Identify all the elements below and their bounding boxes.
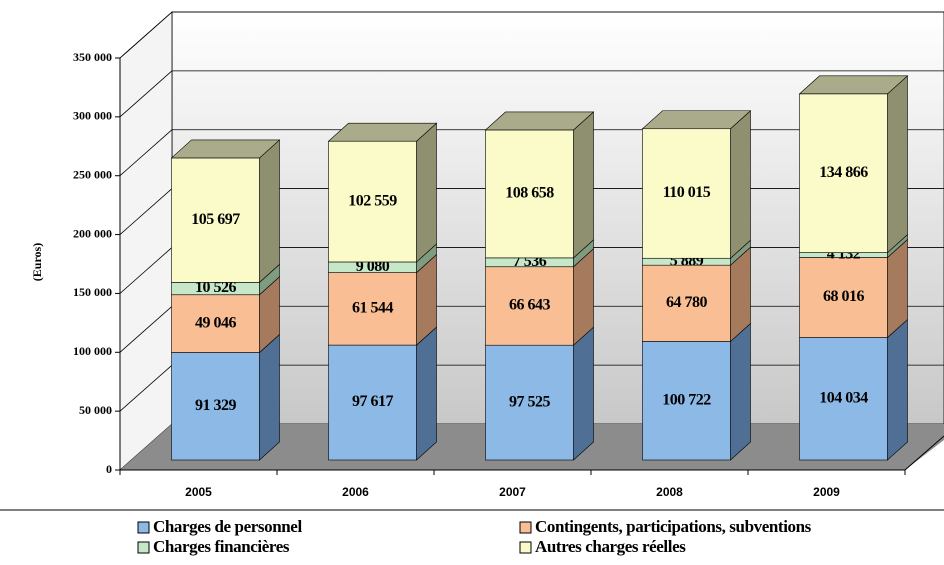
- bar-side: [416, 122, 437, 263]
- bar-segment: [485, 129, 574, 259]
- value-label: 110 015: [663, 184, 711, 201]
- bar-segment: [328, 344, 417, 461]
- y-tick-label: 250 000: [73, 167, 112, 181]
- grid-line: [119, 129, 173, 177]
- value-label: 10 526: [195, 279, 237, 296]
- value-label: 64 780: [666, 294, 708, 311]
- value-label: 104 034: [819, 389, 868, 406]
- legend-label: Autres charges réelles: [535, 537, 686, 556]
- x-tick-label: 2005: [185, 485, 212, 499]
- bar-top: [327, 122, 438, 142]
- grid-line: [119, 364, 173, 412]
- y-tick-label: 150 000: [73, 285, 112, 299]
- bar-segment: [485, 344, 574, 461]
- grid-line: [119, 70, 173, 118]
- value-label: 100 722: [662, 391, 711, 408]
- bar-segment: [799, 257, 888, 338]
- bar-segment: [799, 93, 888, 253]
- bar-side: [259, 333, 280, 461]
- y-tick-label: 200 000: [73, 226, 112, 240]
- x-tick-label: 2009: [813, 485, 840, 499]
- grid-line: [119, 247, 173, 294]
- bar-segment: [642, 128, 731, 259]
- value-label: 134 866: [819, 164, 868, 181]
- y-tick-label: 100 000: [73, 344, 112, 358]
- legend-label: Charges financières: [153, 537, 290, 556]
- y-axis-label: (Euros): [30, 243, 44, 281]
- grid-line: [119, 305, 173, 353]
- bar-segment: [328, 272, 417, 346]
- legend-swatch: [137, 521, 150, 534]
- value-label: 49 046: [195, 314, 237, 331]
- y-tick-label: 50 000: [79, 403, 112, 417]
- y-tick-label: 300 000: [73, 109, 112, 123]
- bar-segment: [485, 266, 574, 346]
- bar-top: [798, 75, 909, 95]
- x-tick-label: 2006: [342, 485, 369, 499]
- legend-label: Contingents, participations, subventions: [535, 517, 812, 536]
- y-tick-label: 350 000: [73, 50, 112, 64]
- bar-segment: [642, 341, 731, 461]
- grid-line: [119, 188, 173, 235]
- value-label: 68 016: [823, 288, 865, 305]
- bar-segment: [328, 140, 417, 263]
- value-label: 97 525: [509, 393, 551, 410]
- bar-segment: [799, 337, 888, 461]
- x-axis-depth: [904, 435, 944, 471]
- bar-side: [730, 322, 751, 461]
- bar-side: [573, 326, 594, 461]
- grid-line: [119, 11, 173, 59]
- value-label: 108 658: [505, 185, 554, 202]
- legend-swatch: [519, 541, 532, 554]
- bar-side: [887, 318, 908, 461]
- value-label: 102 559: [348, 192, 397, 209]
- bar-side: [416, 326, 437, 461]
- side-wall: [119, 11, 173, 471]
- bar-top: [170, 139, 281, 159]
- bar-side: [887, 75, 908, 254]
- bar-segment: [171, 157, 260, 283]
- value-label: 61 544: [352, 300, 394, 317]
- legend-swatch: [137, 541, 150, 554]
- legend-swatch: [519, 521, 532, 534]
- value-label: 97 617: [352, 393, 394, 410]
- bar-top: [641, 110, 752, 130]
- bar-segment: [171, 352, 260, 461]
- y-tick-label: 0: [106, 462, 112, 476]
- bar-side: [730, 110, 751, 259]
- bar-top: [484, 111, 595, 131]
- bar-side: [573, 111, 594, 259]
- value-label: 105 697: [191, 211, 240, 228]
- value-label: 66 643: [509, 297, 551, 314]
- x-tick-label: 2007: [499, 485, 526, 499]
- bar-side: [259, 139, 280, 284]
- value-label: 91 329: [195, 397, 237, 414]
- x-tick-label: 2008: [656, 485, 683, 499]
- legend-label: Charges de personnel: [153, 517, 302, 536]
